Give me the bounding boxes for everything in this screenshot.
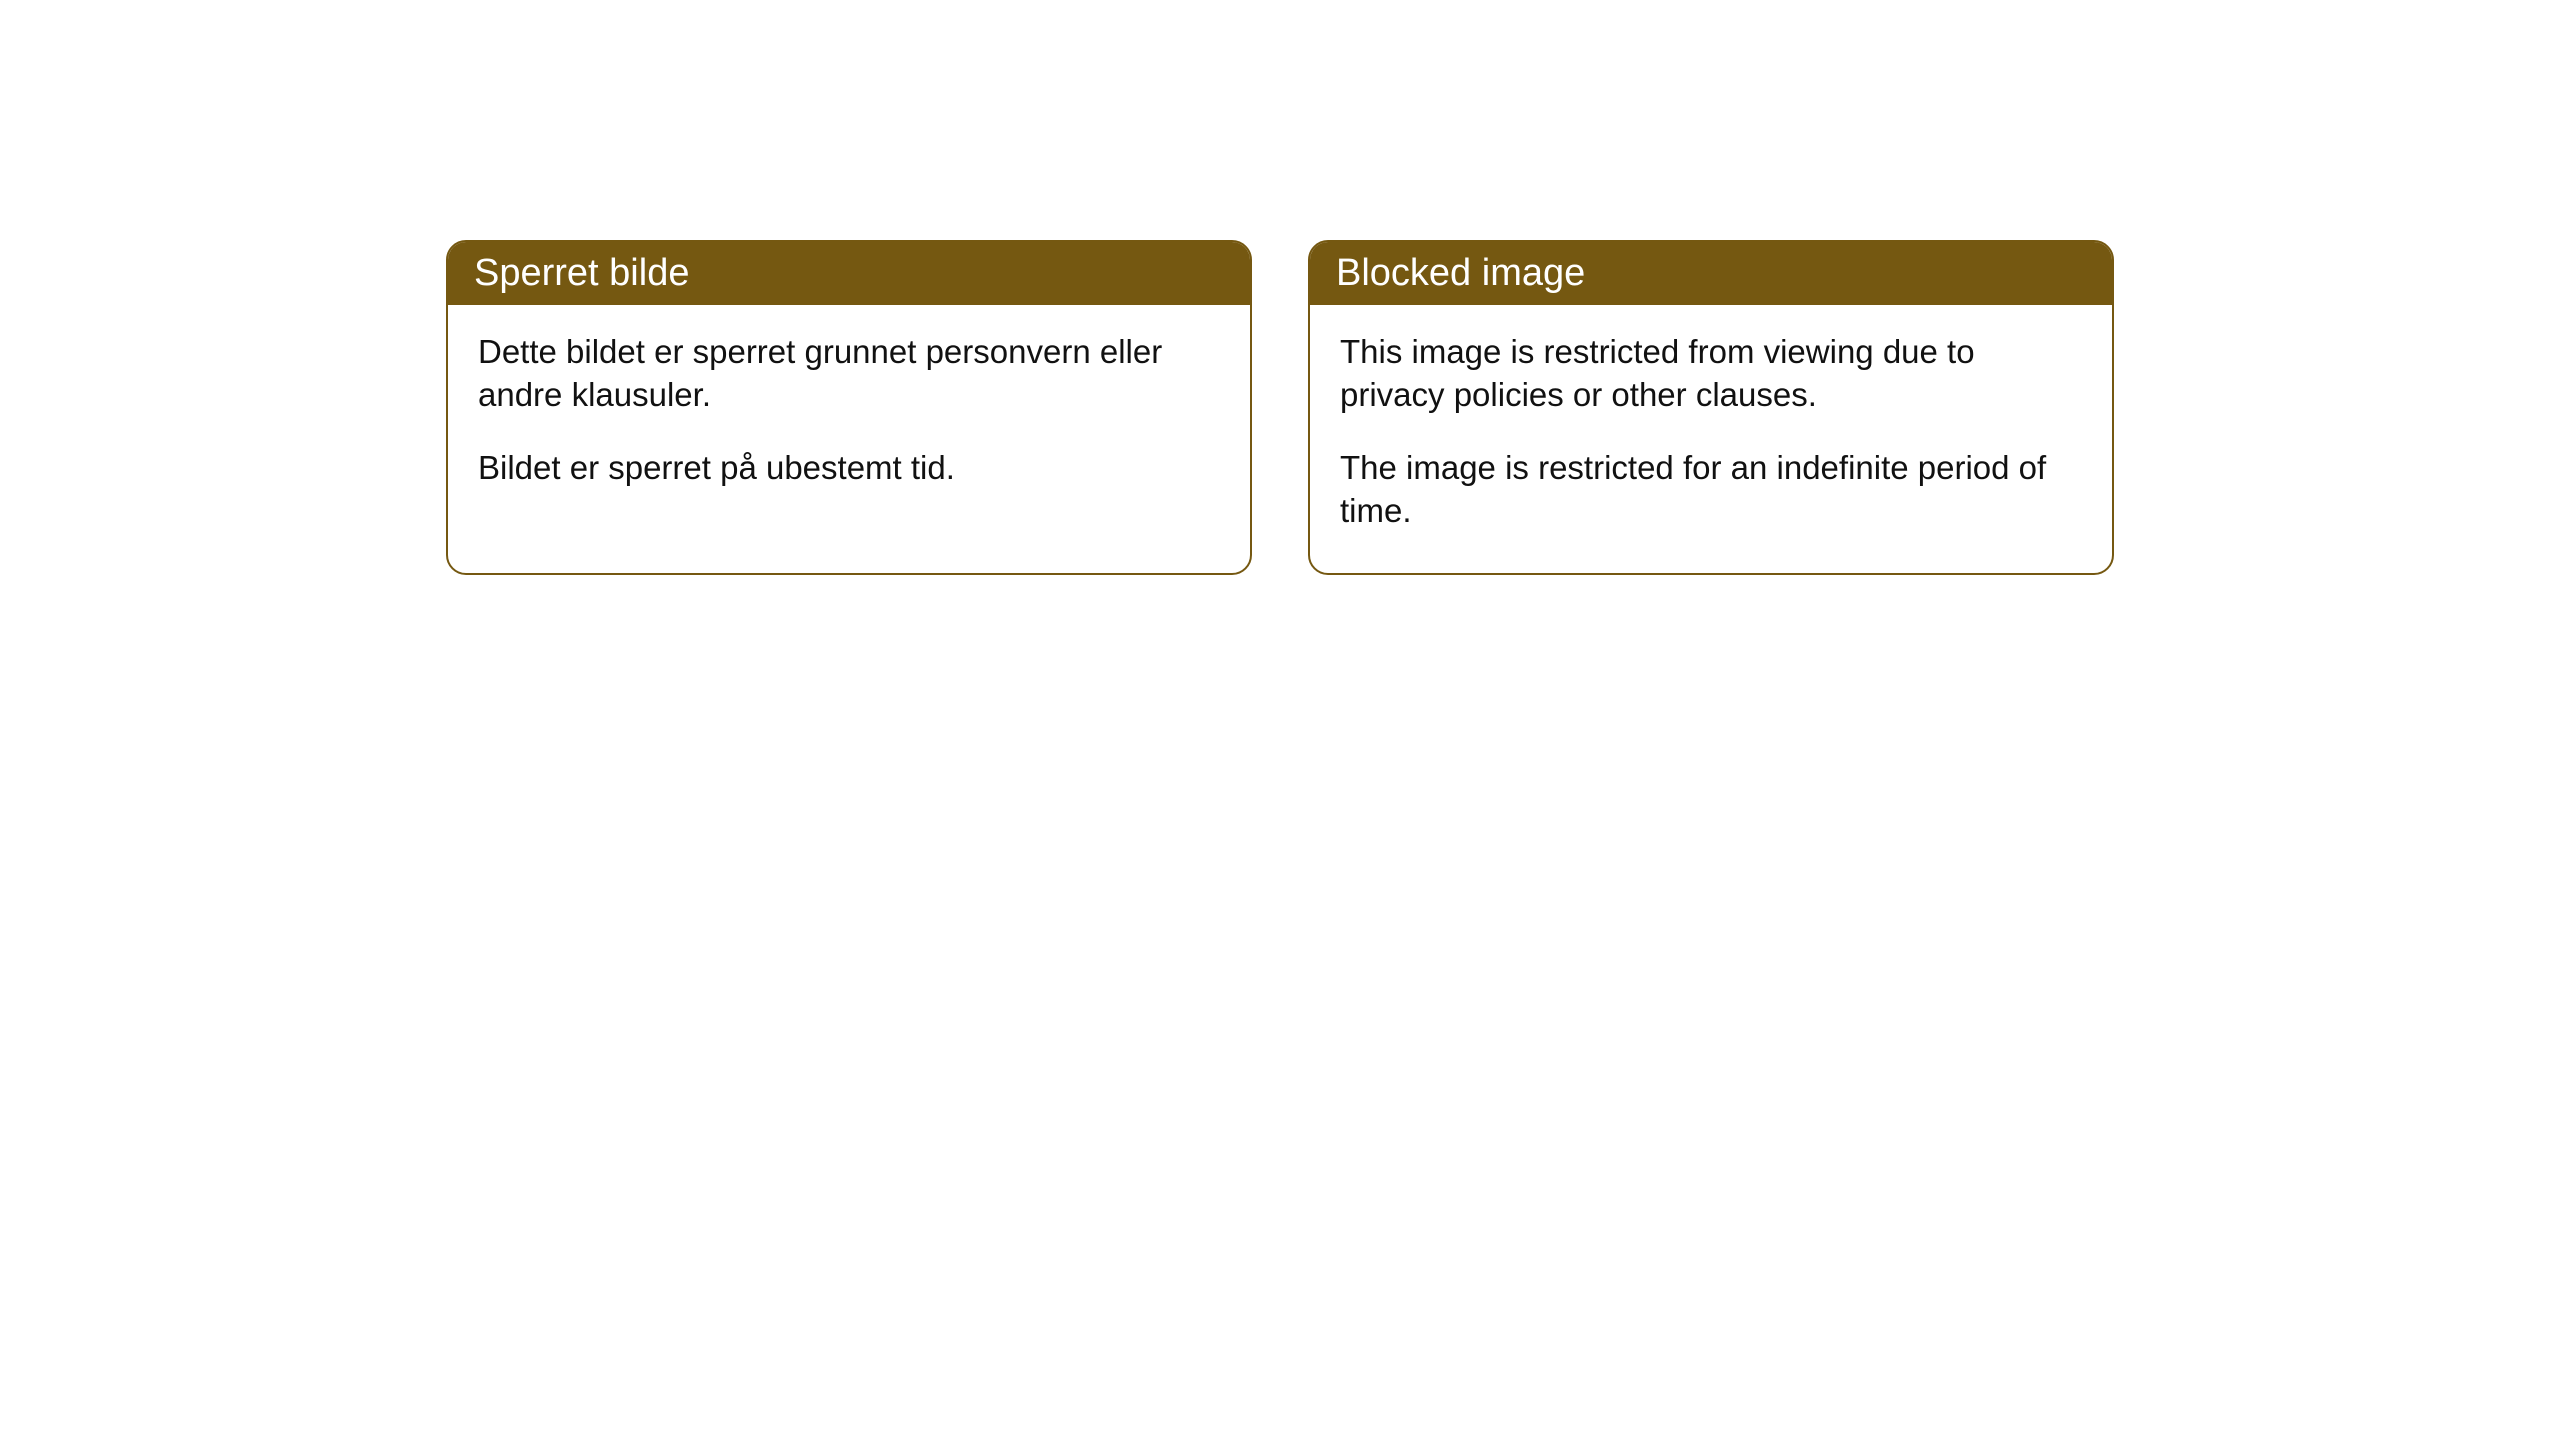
card-header: Blocked image	[1310, 242, 2112, 305]
card-paragraph: Bildet er sperret på ubestemt tid.	[478, 447, 1220, 490]
card-paragraph: Dette bildet er sperret grunnet personve…	[478, 331, 1220, 417]
card-paragraph: This image is restricted from viewing du…	[1340, 331, 2082, 417]
card-paragraph: The image is restricted for an indefinit…	[1340, 447, 2082, 533]
blocked-image-card-norwegian: Sperret bilde Dette bildet er sperret gr…	[446, 240, 1252, 575]
blocked-image-card-english: Blocked image This image is restricted f…	[1308, 240, 2114, 575]
card-header: Sperret bilde	[448, 242, 1250, 305]
card-body: Dette bildet er sperret grunnet personve…	[448, 305, 1250, 530]
card-body: This image is restricted from viewing du…	[1310, 305, 2112, 573]
